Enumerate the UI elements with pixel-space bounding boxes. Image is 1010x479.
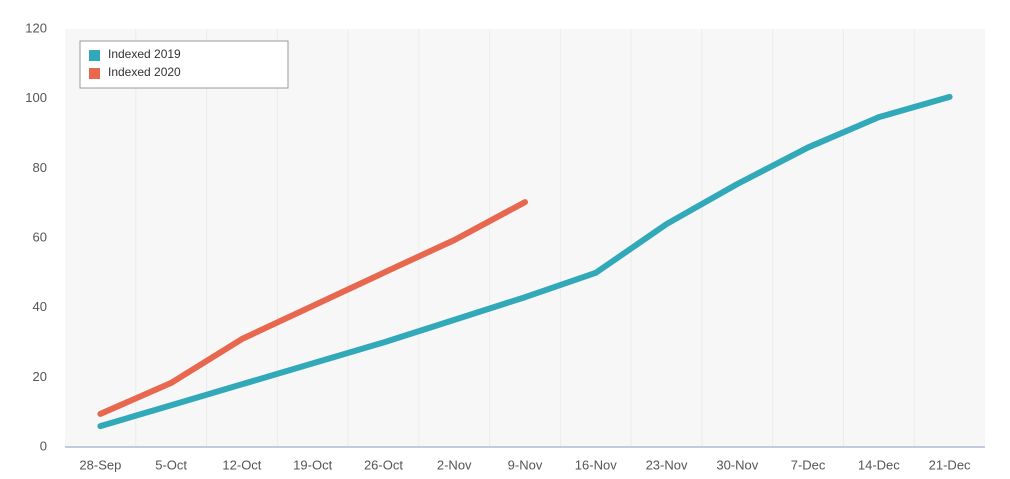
y-tick-label: 100 xyxy=(25,90,47,105)
y-tick-label: 0 xyxy=(40,438,47,453)
legend-label: Indexed 2019 xyxy=(108,47,181,61)
x-tick-label: 5-Oct xyxy=(155,457,187,472)
y-tick-label: 20 xyxy=(33,369,47,384)
legend-box xyxy=(79,40,289,89)
x-tick-label: 26-Oct xyxy=(364,457,403,472)
legend: Indexed 2019 Indexed 2020 xyxy=(79,40,289,89)
series-line xyxy=(97,93,953,430)
x-tick-label: 21-Dec xyxy=(929,457,971,472)
x-tick-label: 30-Nov xyxy=(716,457,758,472)
y-tick-label: 40 xyxy=(33,299,47,314)
x-tick-label: 28-Sep xyxy=(79,457,121,472)
x-tick-label: 2-Nov xyxy=(437,457,472,472)
x-tick-label: 9-Nov xyxy=(508,457,543,472)
legend-label: Indexed 2020 xyxy=(108,65,181,79)
x-tick-label: 7-Dec xyxy=(791,457,826,472)
x-tick-label: 19-Oct xyxy=(293,457,332,472)
plot-area xyxy=(65,29,985,447)
x-tick-label: 14-Dec xyxy=(858,457,900,472)
series-line xyxy=(97,199,528,417)
x-tick-label: 23-Nov xyxy=(646,457,688,472)
legend-swatch xyxy=(89,50,100,61)
x-tick-label: 16-Nov xyxy=(575,457,617,472)
y-tick-label: 60 xyxy=(33,229,47,244)
y-tick-label: 80 xyxy=(33,160,47,175)
x-tick-label: 12-Oct xyxy=(222,457,261,472)
y-tick-label: 120 xyxy=(25,20,47,35)
legend-swatch xyxy=(89,68,100,79)
